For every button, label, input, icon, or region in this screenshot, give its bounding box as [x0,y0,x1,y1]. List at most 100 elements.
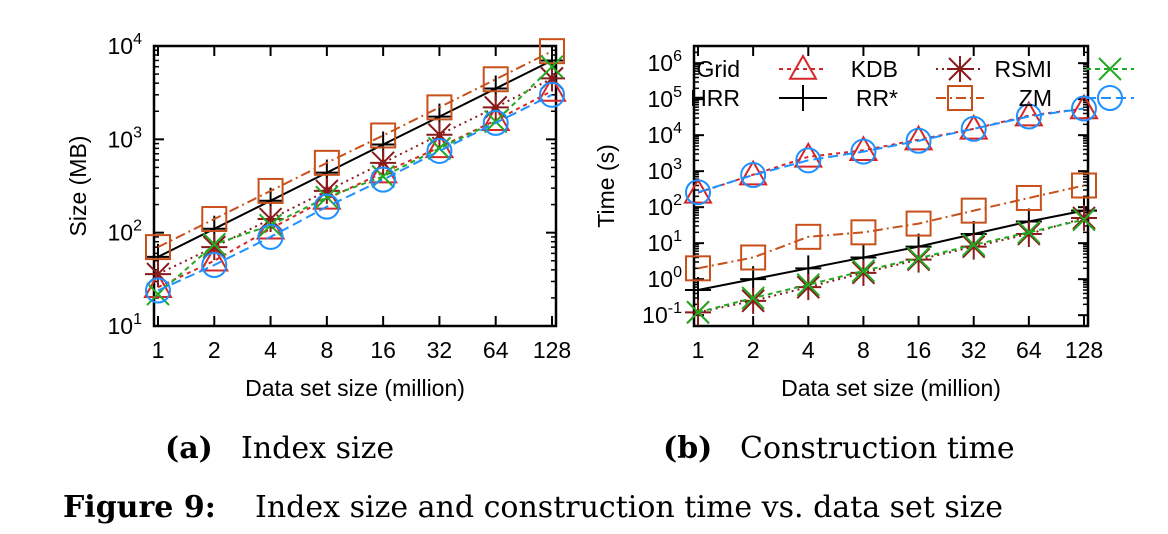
series-zm [145,81,565,304]
y-tick-label: 104 [648,120,683,148]
series-rsmi [146,54,564,306]
series-line [157,93,553,292]
x-axis-label: Data set size (million) [781,375,1001,401]
data-point [905,127,932,154]
series-line [697,107,1085,194]
caption-a-label: (a) [165,431,213,466]
y-tick-label: 101 [648,228,683,256]
data-point [539,81,565,108]
data-point [796,273,820,297]
y-axis-label: Size (MB) [65,136,91,237]
data-point [1017,220,1041,245]
data-point [685,277,711,304]
series-line [697,217,1085,314]
data-point [740,244,767,271]
data-point [960,115,987,142]
data-point [143,272,173,299]
data-point [201,206,228,233]
series-rrstar [685,172,1097,282]
data-point [903,124,934,151]
series-line [697,184,1085,270]
y-tick-label: 103 [108,124,143,152]
data-point [795,147,822,174]
data-point [315,185,339,209]
data-point [906,246,931,271]
y-tick-label: 10-1 [642,300,682,328]
data-point [851,259,876,283]
x-tick-label: 16 [906,337,932,363]
x-tick-label: 8 [857,337,870,363]
series-zm [685,95,1097,206]
x-tick-label: 4 [264,337,277,363]
y-tick-label: 101 [108,311,143,339]
data-point [257,177,284,204]
y-tick-label: 100 [648,264,683,292]
x-tick-label: 64 [1016,337,1042,363]
data-point [740,266,767,293]
data-point [370,149,397,176]
figure-caption-text: Index size and construction time vs. dat… [255,490,1003,525]
data-point [201,234,228,261]
data-point [539,38,565,65]
legend-marker [947,85,973,111]
caption-a-text: Index size [241,431,394,466]
data-point [257,206,284,233]
series-rrstar [145,38,565,261]
data-point [482,66,509,93]
data-point [686,300,710,325]
series-hrr [685,197,1097,304]
series-line [157,50,553,249]
data-point [145,277,171,304]
data-point [313,193,340,220]
legend-marker [1098,57,1122,81]
data-point [313,149,340,176]
legend-label: ZM [1019,85,1052,111]
data-point [313,177,340,204]
data-point [793,141,824,168]
x-tick-label: 1 [692,337,705,363]
series-line [697,209,1085,291]
data-point [850,138,877,165]
series-line [157,90,553,289]
data-point [202,232,226,257]
y-axis-label: Time (s) [593,144,619,227]
data-point [960,197,987,224]
data-point [1015,220,1042,247]
data-point [1069,93,1099,120]
plot-b-construction-time: 10-1 100 101 102 103 104 105 106 1 2 4 8 16 32 64 128 Da… [593,44,1134,401]
data-point [850,219,877,246]
data-point [1015,184,1042,211]
y-tick-label: 103 [648,156,683,184]
x-tick-label: 2 [208,337,221,363]
data-point [145,261,171,288]
data-point [848,135,879,162]
data-point [370,122,397,149]
data-point [370,166,397,193]
series-line [157,65,553,295]
data-point [1071,95,1097,122]
series-rsmi [686,207,1096,325]
data-point [199,245,230,272]
legend-marker [947,56,973,82]
figure-caption-label: Figure 9: [63,490,216,525]
data-point [257,223,284,250]
data-point [795,223,822,250]
data-point [201,252,228,279]
data-point [426,121,453,148]
legend-label: Grid [697,56,740,82]
y-tick-label: 105 [648,84,683,112]
data-point [482,94,509,121]
plot-frame [152,44,558,328]
data-point [795,274,822,301]
x-tick-label: 64 [483,337,509,363]
legend-label: RR* [856,85,898,111]
x-tick-label: 1 [152,337,165,363]
x-tick-label: 8 [320,337,333,363]
series-hrr [145,47,565,270]
data-point [537,75,567,102]
data-point [740,162,767,189]
legend-marker [1097,85,1123,111]
x-tick-label: 2 [747,337,760,363]
legend-label: HRR [690,85,740,111]
